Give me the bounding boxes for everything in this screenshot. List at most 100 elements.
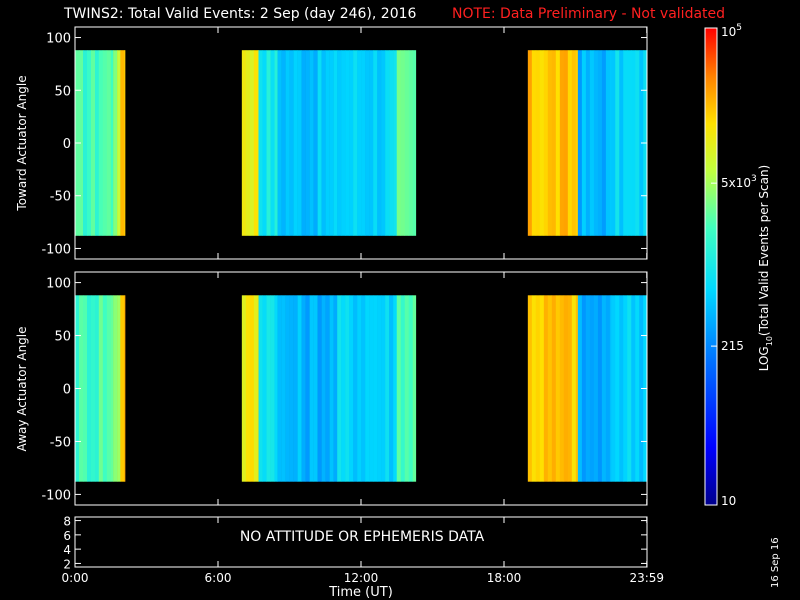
heatmap-cell	[337, 50, 342, 236]
heatmap-cell	[120, 50, 125, 236]
heatmap-cell	[635, 295, 640, 482]
heatmap-cell	[361, 50, 366, 236]
heatmap-cell	[289, 50, 294, 236]
heatmap-cell	[611, 295, 616, 482]
heatmap-cell	[585, 295, 591, 482]
heatmap-cell	[305, 295, 310, 482]
heatmap-cell	[601, 50, 607, 236]
heatmap-cell	[321, 50, 326, 236]
y-tick-label: -100	[41, 488, 71, 503]
toward-panel: 100 50 0 -50 -100 Toward Actuator Angle	[15, 26, 648, 260]
heatmap-cell	[615, 295, 620, 482]
x-tick-label: 18:00	[487, 571, 522, 585]
heatmap-cell	[601, 295, 607, 482]
heatmap-cell	[293, 295, 298, 482]
heatmap-cell	[589, 295, 595, 482]
heatmap-cell	[611, 50, 616, 236]
heatmap-cell	[329, 50, 334, 236]
x-tick-label: 6:00	[205, 571, 232, 585]
heatmap-cell	[412, 295, 417, 482]
heatmap-cell	[124, 295, 126, 482]
heatmap-cell	[365, 50, 370, 236]
heatmap-cell	[353, 50, 358, 236]
away-panel: 100 50 0 -50 -100 Away Actuator Angle	[15, 271, 648, 506]
heatmap-cell	[539, 295, 545, 482]
heatmap-cell	[571, 50, 577, 236]
heatmap-cell	[277, 50, 282, 236]
toward-y-ticks: 100 50 0 -50 -100	[41, 32, 647, 257]
heatmap-cell	[262, 50, 267, 236]
heatmap-cell	[257, 295, 259, 482]
colorbar-label: LOG10(Total Valid Events per Scan)	[757, 165, 774, 372]
heatmap-cell	[245, 50, 251, 236]
heatmap-cell	[605, 295, 611, 482]
heatmap-cell	[593, 295, 599, 482]
y-tick-label: 8	[63, 515, 71, 529]
preliminary-note: NOTE: Data Preliminary - Not validated	[452, 6, 726, 22]
heatmap-cell	[627, 50, 632, 236]
heatmap-cell	[266, 50, 271, 236]
heatmap-cell	[257, 50, 259, 236]
heatmap-cell	[577, 50, 583, 236]
x-tick-label: 0:00	[62, 571, 89, 585]
heatmap-cell	[102, 295, 108, 482]
heatmap-cell	[285, 50, 290, 236]
colorbar-gradient	[704, 27, 718, 506]
heatmap-cell	[262, 295, 267, 482]
heatmap-cell	[277, 295, 282, 482]
heatmap-cell	[377, 295, 382, 482]
heatmap-cell	[301, 295, 306, 482]
title-bar: TWINS2: Total Valid Events: 2 Sep (day 2…	[0, 6, 800, 26]
heatmap-cell	[623, 50, 628, 236]
heatmap-cell	[389, 295, 394, 482]
heatmap-cell	[102, 50, 108, 236]
heatmap-cell	[113, 295, 118, 482]
colorbar-tick-label: 215	[721, 339, 744, 353]
colorbar-tick-label: 10	[721, 494, 736, 508]
heatmap-cell	[559, 50, 565, 236]
away-y-ticks: 100 50 0 -50 -100	[41, 277, 647, 503]
heatmap-cell	[575, 295, 579, 482]
heatmap-cell	[301, 50, 306, 236]
heatmap-cell	[98, 295, 104, 482]
heatmap-cell	[381, 50, 386, 236]
date-stamp: 16 Sep 16	[770, 537, 781, 588]
heatmap-cell	[274, 295, 278, 482]
y-tick-label: 6	[63, 529, 71, 543]
heatmap-cell	[575, 50, 579, 236]
heatmap-cell	[527, 295, 533, 482]
heatmap-cell	[79, 295, 84, 482]
heatmap-cell	[605, 50, 611, 236]
heatmap-cell	[270, 50, 275, 236]
heatmap-cell	[543, 295, 549, 482]
heatmap-cell	[258, 50, 263, 236]
heatmap-cell	[615, 50, 620, 236]
y-tick-label: -50	[50, 190, 71, 205]
heatmap-cell	[241, 50, 247, 236]
colorbar: 105 5x103 215 10 LOG10(Total Valid Events p…	[704, 23, 774, 508]
y-tick-label: -50	[50, 435, 71, 450]
heatmap-cell	[249, 50, 255, 236]
heatmap-cell	[357, 50, 362, 236]
heatmap-cell	[253, 295, 259, 482]
heatmap-cell	[106, 295, 112, 482]
heatmap-cell	[313, 295, 318, 482]
y-tick-label: 0	[63, 137, 71, 152]
y-tick-label: 2	[63, 557, 71, 571]
heatmap-cell	[266, 295, 271, 482]
heatmap-cell	[609, 50, 612, 236]
heatmap-cell	[563, 50, 569, 236]
heatmap-cell	[631, 50, 636, 236]
heatmap-cell	[581, 50, 587, 236]
heatmap-cell	[245, 295, 251, 482]
heatmap-cell	[597, 50, 603, 236]
heatmap-cell	[577, 295, 583, 482]
heatmap-cell	[547, 50, 553, 236]
heatmap-cell	[341, 50, 346, 236]
heatmap-cell	[412, 50, 417, 236]
heatmap-cell	[539, 50, 545, 236]
heatmap-cell	[585, 50, 591, 236]
x-tick-label: 12:00	[344, 571, 379, 585]
